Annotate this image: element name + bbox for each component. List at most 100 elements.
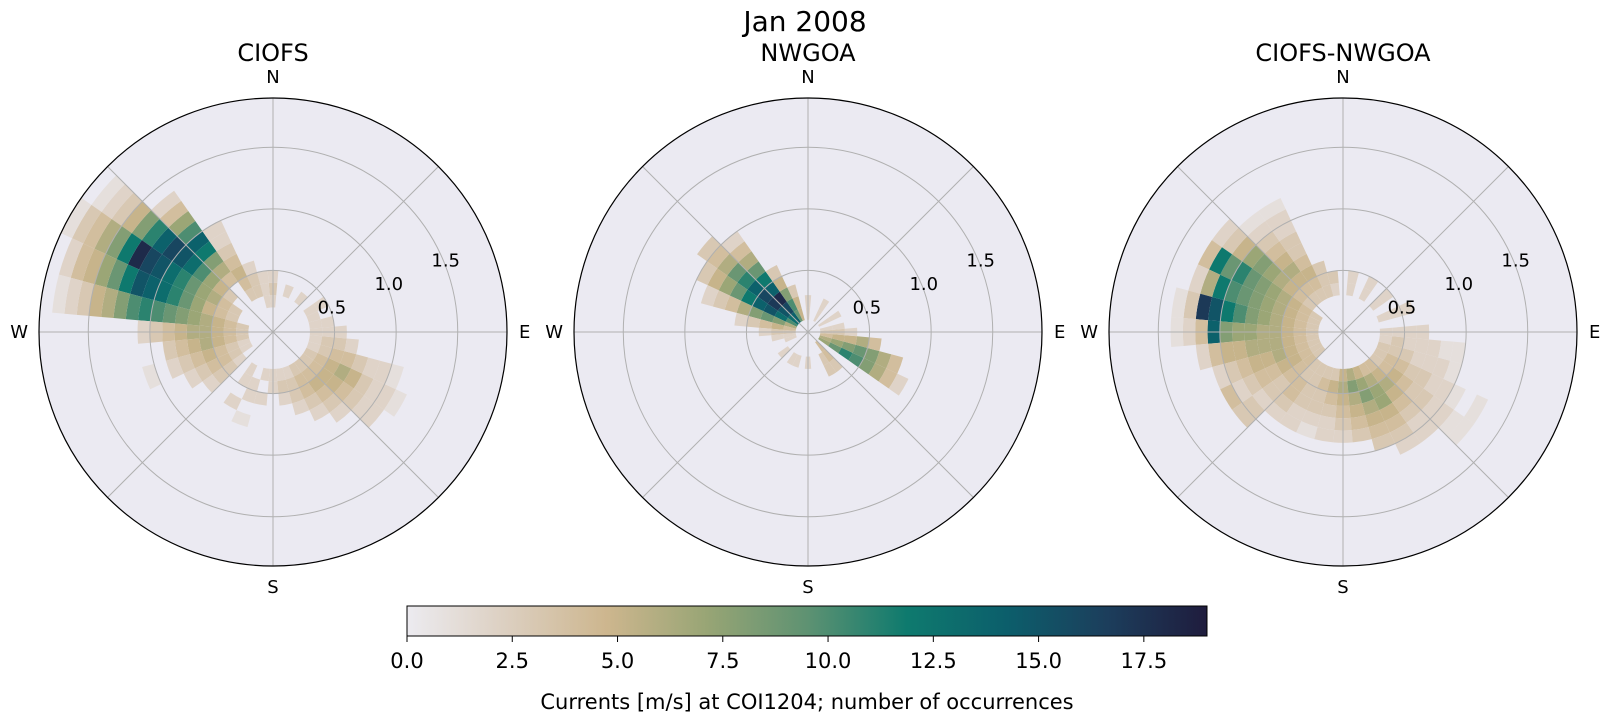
radial-tick-label: 0.5 — [318, 297, 347, 318]
rose-cell — [1426, 339, 1442, 358]
polar-grid — [39, 98, 507, 566]
rose-cell — [151, 227, 178, 255]
rose-cell — [1253, 368, 1273, 389]
rose-cell — [199, 312, 214, 327]
rose-cell — [1276, 358, 1293, 375]
polar-panel-nwgoa: NWGOA N E S W 0.5 1.0 1.5 — [545, 39, 1065, 598]
rose-cell — [727, 262, 748, 283]
rose-cell — [317, 344, 333, 359]
rose-cell — [1253, 275, 1273, 296]
rose-cell — [276, 367, 286, 382]
rose-cell — [1281, 316, 1296, 328]
rose-cell — [878, 368, 898, 389]
rose-cell — [828, 310, 842, 322]
rose-cell — [88, 284, 107, 317]
rose-cell — [792, 354, 802, 368]
rose-cell — [1307, 316, 1321, 326]
colorbar-tick-label: 7.5 — [706, 649, 739, 673]
panel-title-ciofs-nwgoa: CIOFS-NWGOA — [1255, 39, 1431, 67]
rose-cell — [772, 316, 786, 326]
rose-cell — [707, 268, 728, 291]
rose-cell — [342, 388, 364, 411]
rose-cell — [1358, 387, 1375, 404]
rose-cell — [1300, 265, 1317, 282]
rose-cell — [1231, 261, 1253, 286]
rose-cell — [165, 285, 184, 307]
rose-cell — [313, 296, 329, 312]
rose-cell — [206, 289, 223, 306]
rose-cell — [1212, 274, 1232, 301]
rose-cell — [253, 391, 268, 406]
compass-w: W — [10, 322, 28, 343]
rose-cell — [822, 349, 835, 363]
rose-cell — [1287, 352, 1303, 368]
rose-cell — [162, 340, 178, 361]
rose-cell — [1351, 427, 1372, 443]
rose-cell — [779, 287, 793, 302]
rose-cell — [211, 336, 226, 348]
grid-spoke — [107, 166, 274, 333]
rose-cell — [1307, 372, 1323, 388]
rose-cell — [116, 233, 142, 265]
rose-cell — [223, 253, 242, 272]
radial-tick-label: 1.5 — [966, 250, 995, 271]
rose-cell — [1188, 264, 1210, 294]
rose-cell — [729, 241, 752, 263]
rose-cell — [174, 306, 190, 325]
rose-cell — [241, 260, 258, 277]
rose-cell — [292, 398, 310, 416]
rose-cell — [1242, 373, 1263, 396]
rose-cell — [333, 363, 352, 382]
rose-cell — [277, 379, 289, 394]
rose-cell — [1232, 303, 1248, 324]
rose-cell — [150, 254, 173, 280]
rose-cell — [823, 362, 837, 377]
compass-e: E — [519, 322, 530, 343]
rose-cell — [1402, 337, 1417, 352]
rose-cell — [843, 335, 858, 345]
rose-cell — [1306, 322, 1320, 330]
rose-cell — [785, 317, 798, 327]
rose-cell — [351, 354, 369, 374]
rose-cell — [1283, 344, 1299, 359]
rose-cell — [1362, 398, 1380, 416]
rose-cell — [1262, 381, 1283, 402]
rose-cell — [113, 290, 131, 320]
rose-cell — [1295, 311, 1310, 323]
rose-cell — [1259, 351, 1277, 369]
rose-cell — [94, 218, 122, 254]
rose-cell — [1247, 221, 1273, 245]
rose-cell — [131, 210, 160, 241]
compass-e: E — [1054, 322, 1065, 343]
rose-cell — [1314, 362, 1328, 377]
rose-cell — [1306, 334, 1320, 342]
rose-cell — [162, 303, 178, 324]
rose-cell — [294, 291, 308, 306]
rose-cell — [786, 298, 798, 312]
rose-cell — [858, 358, 875, 375]
rose-cell — [299, 353, 314, 367]
radial-tick-label: 1.0 — [374, 274, 403, 295]
rose-cell — [1350, 415, 1369, 431]
rose-cell — [1373, 347, 1388, 361]
rose-cell — [1247, 290, 1265, 310]
rose-cell — [383, 389, 407, 417]
rose-cell — [223, 392, 242, 411]
rose-cell — [142, 274, 162, 301]
rose-cell — [278, 391, 293, 406]
rose-cell — [246, 272, 261, 288]
rose-cell — [855, 336, 870, 348]
rose-cell — [1273, 251, 1294, 272]
rose-cell — [282, 365, 294, 380]
rose-cell — [1349, 403, 1366, 418]
rose-cell — [792, 296, 802, 310]
rose-cell — [1211, 218, 1239, 248]
rose-cell — [1252, 388, 1274, 411]
rose-cell — [209, 231, 232, 252]
rose-cell — [1293, 319, 1308, 329]
rose-cell — [1374, 392, 1393, 411]
compass-n: N — [1336, 67, 1349, 88]
rose-cell — [1311, 260, 1328, 277]
rose-cell — [1271, 347, 1288, 364]
rose-cell — [1316, 376, 1331, 392]
